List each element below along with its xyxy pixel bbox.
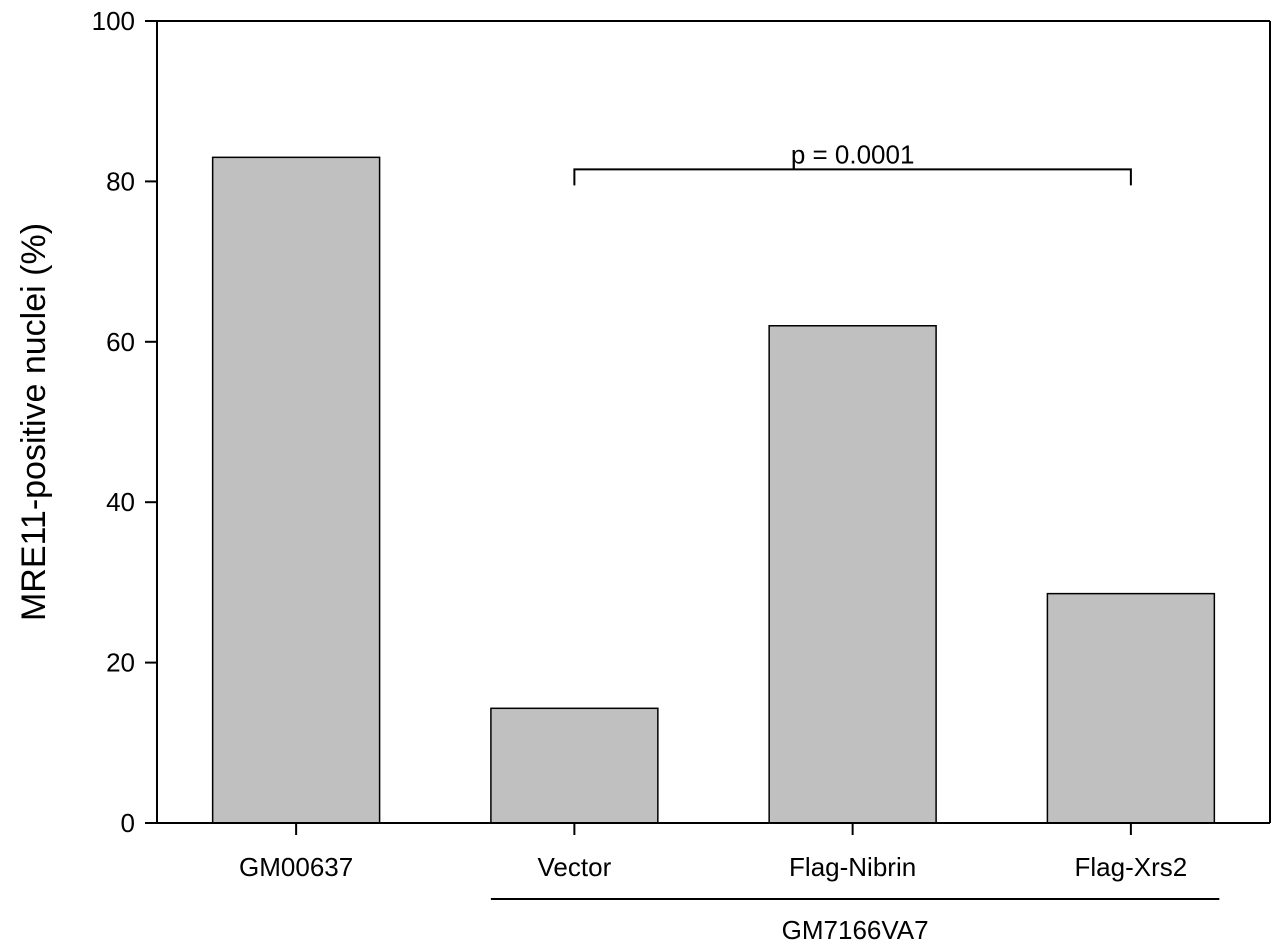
y-tick-label: 40: [106, 487, 135, 517]
significance-label: p = 0.0001: [791, 139, 915, 169]
x-tick-label: Flag-Nibrin: [789, 852, 916, 882]
group-label: GM7166VA7: [782, 915, 929, 945]
x-tick-label: GM00637: [239, 852, 353, 882]
bar-vector: [490, 707, 659, 824]
y-tick-label: 20: [106, 648, 135, 678]
bar-flag-nibrin: [768, 325, 937, 824]
y-tick-label: 0: [121, 808, 135, 838]
y-tick-label: 80: [106, 166, 135, 196]
bars-layer: [211, 156, 1216, 824]
x-tick-label: Vector: [538, 852, 612, 882]
significance-bracket: [573, 168, 1132, 186]
axes-layer: [156, 20, 1271, 824]
annotations-layer: p = 0.0001 GM7166VA7: [490, 139, 1220, 945]
y-axis-label: MRE11-positive nuclei (%): [15, 223, 53, 621]
y-ticks-layer: 0 20 40 60 80 100: [92, 6, 157, 838]
y-tick-label: 100: [92, 6, 135, 36]
bar-gm00637: [211, 156, 381, 824]
x-tick-label: Flag-Xrs2: [1075, 852, 1188, 882]
y-tick-label: 60: [106, 327, 135, 357]
x-ticks-layer: GM00637 Vector Flag-Nibrin Flag-Xrs2: [239, 823, 1187, 882]
bar-flag-xrs2: [1046, 592, 1216, 824]
